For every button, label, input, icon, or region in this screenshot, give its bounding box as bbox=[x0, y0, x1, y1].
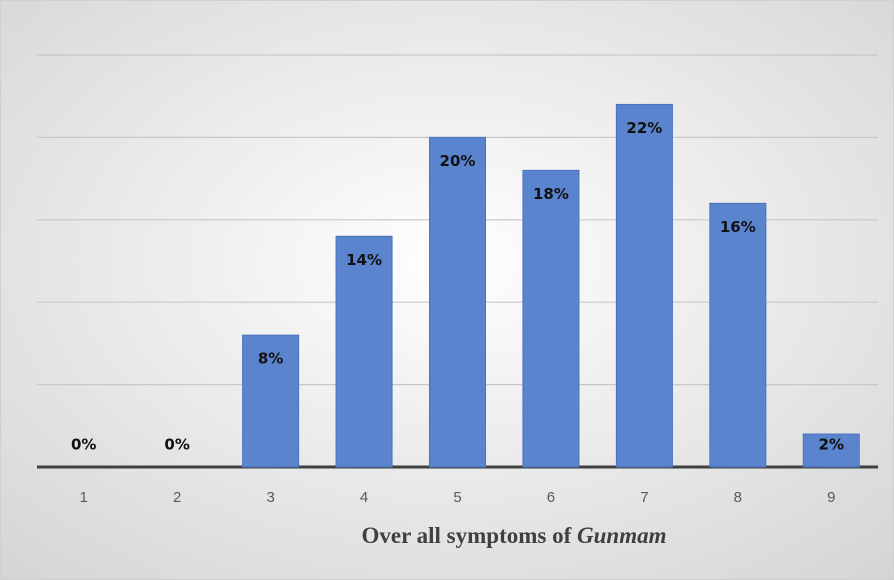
bar bbox=[335, 235, 393, 468]
bar bbox=[802, 433, 860, 468]
bar bbox=[615, 103, 673, 468]
x-tick-label: 1 bbox=[80, 489, 88, 506]
x-tick-label: 6 bbox=[547, 489, 555, 506]
data-label: 18% bbox=[533, 185, 569, 203]
data-label: 8% bbox=[258, 350, 283, 368]
data-label: 20% bbox=[440, 152, 476, 170]
x-tick-label: 2 bbox=[173, 489, 181, 506]
x-tick-label: 7 bbox=[640, 489, 648, 506]
x-axis-label: Over all symptoms of Gunmam bbox=[362, 523, 667, 548]
x-tick-label: 9 bbox=[827, 489, 835, 506]
x-tick-label: 5 bbox=[453, 489, 461, 506]
data-label: 22% bbox=[626, 119, 662, 137]
data-label: 2% bbox=[819, 436, 844, 454]
bar bbox=[429, 136, 486, 468]
data-label: 16% bbox=[720, 218, 756, 236]
x-tick-label: 3 bbox=[266, 489, 274, 506]
data-label: 0% bbox=[164, 436, 189, 454]
data-label: 14% bbox=[346, 251, 382, 269]
x-tick-label: 8 bbox=[734, 489, 742, 506]
bar bbox=[242, 334, 300, 468]
x-tick-label: 4 bbox=[360, 489, 368, 506]
bars bbox=[242, 103, 860, 468]
bar bbox=[522, 169, 580, 468]
bar bbox=[709, 202, 767, 468]
data-label: 0% bbox=[71, 436, 96, 454]
